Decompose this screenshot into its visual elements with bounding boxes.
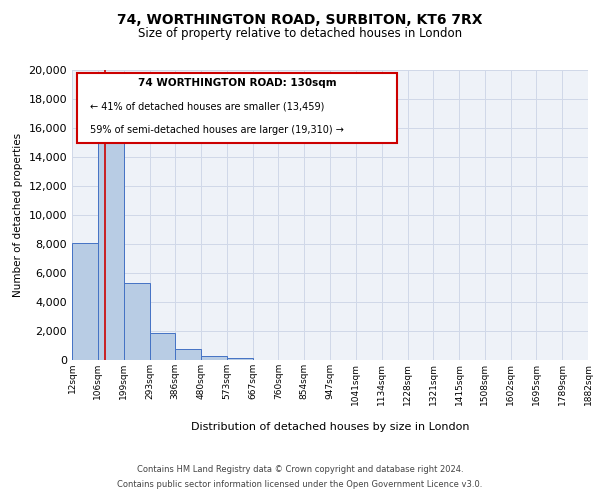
Text: 74 WORTHINGTON ROAD: 130sqm: 74 WORTHINGTON ROAD: 130sqm	[138, 78, 337, 88]
Bar	[149, 333, 175, 360]
Text: ← 41% of detached houses are smaller (13,459): ← 41% of detached houses are smaller (13…	[90, 102, 325, 112]
Text: 74, WORTHINGTON ROAD, SURBITON, KT6 7RX: 74, WORTHINGTON ROAD, SURBITON, KT6 7RX	[117, 12, 483, 26]
FancyBboxPatch shape	[77, 73, 397, 142]
Text: Distribution of detached houses by size in London: Distribution of detached houses by size …	[191, 422, 469, 432]
Text: Size of property relative to detached houses in London: Size of property relative to detached ho…	[138, 28, 462, 40]
Bar	[98, 120, 124, 360]
Text: 59% of semi-detached houses are larger (19,310) →: 59% of semi-detached houses are larger (…	[90, 125, 344, 135]
Bar	[124, 283, 149, 360]
Y-axis label: Number of detached properties: Number of detached properties	[13, 133, 23, 297]
Text: Contains public sector information licensed under the Open Government Licence v3: Contains public sector information licen…	[118, 480, 482, 489]
Bar	[227, 358, 253, 360]
Text: Contains HM Land Registry data © Crown copyright and database right 2024.: Contains HM Land Registry data © Crown c…	[137, 465, 463, 474]
Bar	[201, 356, 227, 360]
Bar	[72, 242, 98, 360]
Bar	[175, 349, 201, 360]
